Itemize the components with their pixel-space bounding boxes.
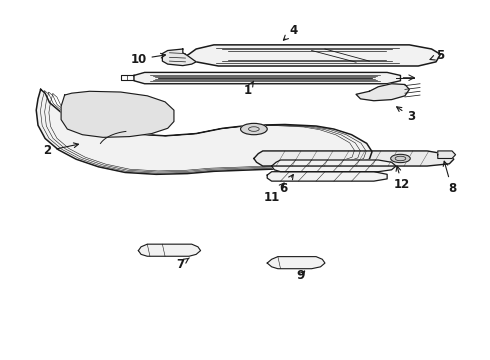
Polygon shape [267,257,325,269]
Polygon shape [36,89,372,174]
Polygon shape [267,172,387,181]
Circle shape [391,154,410,163]
Text: 7: 7 [176,258,189,271]
Text: 2: 2 [43,143,78,157]
Text: 11: 11 [264,183,284,204]
Text: 4: 4 [283,24,298,40]
Polygon shape [271,160,396,172]
Polygon shape [254,151,454,166]
Polygon shape [138,244,200,256]
Text: 5: 5 [430,49,444,62]
Polygon shape [61,91,174,138]
Polygon shape [134,72,400,84]
Text: 12: 12 [394,166,410,192]
Polygon shape [183,45,441,66]
Text: 10: 10 [130,53,166,66]
Text: 9: 9 [297,269,305,282]
Polygon shape [438,151,456,158]
Circle shape [241,123,267,135]
Text: 1: 1 [244,81,254,97]
Text: 3: 3 [396,107,415,123]
Text: 8: 8 [443,161,456,195]
Polygon shape [162,49,196,66]
Polygon shape [356,84,409,101]
Text: 6: 6 [279,175,294,195]
